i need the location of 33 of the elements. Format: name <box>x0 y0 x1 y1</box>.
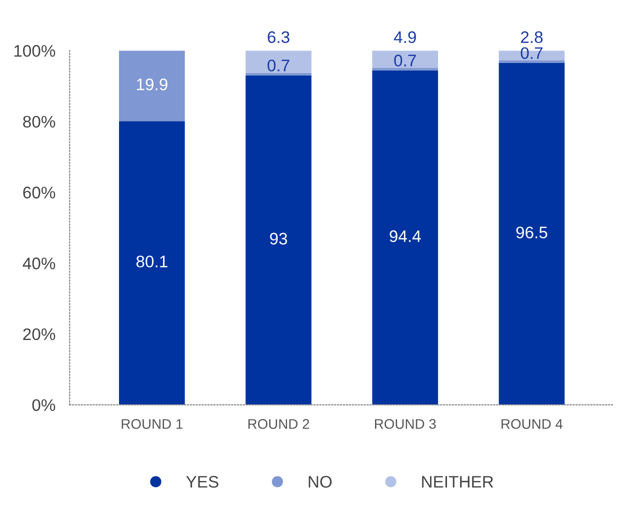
data-label: 96.5 <box>516 226 548 238</box>
data-label: 2.8 <box>520 31 543 44</box>
data-label: 0.7 <box>268 60 290 72</box>
legend-label: NO <box>308 476 332 488</box>
data-label: 94.4 <box>390 230 421 242</box>
y-tick-label: 100% <box>14 45 56 57</box>
data-label: 93 <box>270 232 288 245</box>
bar <box>246 50 312 73</box>
x-tick-label: ROUND 2 <box>248 419 310 429</box>
bar <box>119 121 185 405</box>
y-tick-label: 0% <box>32 399 56 412</box>
bar <box>119 50 185 122</box>
bar <box>372 50 438 68</box>
legend-label: NEITHER <box>422 476 494 488</box>
x-tick-label: ROUND 4 <box>502 419 563 429</box>
bar <box>372 68 438 70</box>
y-tick-label: 60% <box>23 186 56 198</box>
data-label: 19.9 <box>136 78 168 90</box>
legend-label: YES <box>186 476 218 488</box>
data-label: 6.3 <box>268 31 290 44</box>
bar <box>372 70 438 405</box>
y-tick-label: 80% <box>23 116 56 128</box>
data-label: 0.7 <box>520 47 542 59</box>
x-tick-label: ROUND 3 <box>375 419 436 429</box>
data-label: 0.7 <box>394 54 416 66</box>
data-label: 4.9 <box>394 31 416 44</box>
y-tick-label: 40% <box>22 258 56 270</box>
bar <box>246 72 312 76</box>
bar <box>246 75 312 405</box>
data-label: 80.1 <box>136 256 168 268</box>
bar <box>498 62 565 405</box>
y-tick-label: 20% <box>23 328 56 340</box>
x-tick-label: ROUND 1 <box>122 419 182 429</box>
